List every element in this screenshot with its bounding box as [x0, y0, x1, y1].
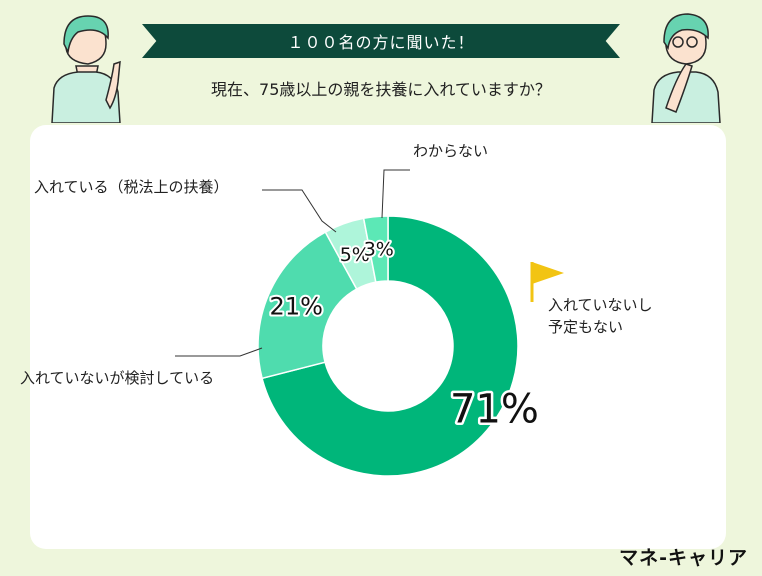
- leader-line-4: [381, 169, 410, 219]
- category-label-1: 入れていないし予定もない: [548, 296, 653, 336]
- leader-line-2: [175, 347, 263, 357]
- category-label-2: 入れていないが検討している: [20, 369, 214, 387]
- header-banner: １００名の方に聞いた！: [142, 24, 620, 58]
- banner-text: １００名の方に聞いた！: [287, 33, 475, 52]
- chart-card: [30, 125, 726, 549]
- flag-icon: [530, 262, 564, 302]
- slice-1: [261, 215, 519, 477]
- slice-2: [257, 231, 358, 380]
- percent-label-4: 3%: [364, 238, 394, 260]
- slice-4: [362, 215, 389, 284]
- person-right-illustration: [651, 13, 721, 123]
- category-label-4: わからない: [413, 142, 488, 160]
- percent-label-3: 5%: [340, 244, 370, 266]
- brand-logo: マネ-キャリア: [619, 547, 748, 569]
- person-left-illustration: [51, 15, 121, 123]
- category-label-3: 入れている（税法上の扶養）: [34, 178, 229, 196]
- percent-label-2: 21%: [270, 292, 323, 320]
- leader-line-3: [262, 189, 337, 233]
- percent-label-1: 71%: [450, 387, 539, 433]
- survey-question: 現在、75歳以上の親を扶養に入れていますか？: [211, 80, 551, 99]
